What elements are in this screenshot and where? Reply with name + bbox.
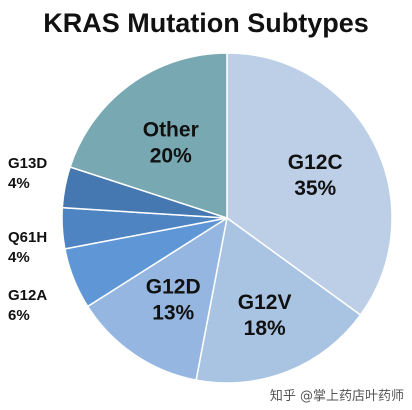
label-name-g12c: G12C [288,151,343,174]
label-value-other: 20% [150,145,192,168]
label-name-g12d: G12D [146,275,201,298]
label-value-g12d: 13% [152,301,194,324]
label-value-q61h: 4% [8,249,30,266]
watermark-text: 知乎 @掌上药店叶药师 [269,389,404,404]
label-name-other: Other [143,119,199,142]
slice-g12v [195,216,362,384]
pie-slices [61,52,393,384]
label-name-g12v: G12V [238,291,292,314]
label-name-g12a: G12A [8,287,47,304]
slice-g12c [226,52,393,317]
label-name-g13d: G13D [8,155,47,172]
label-value-g12a: 6% [8,307,30,324]
label-value-g12c: 35% [294,177,336,200]
label-value-g13d: 4% [8,175,30,192]
slice-g12d [86,216,229,381]
slice-other [69,52,228,220]
label-name-q61h: Q61H [8,229,47,246]
pie-labels: G12C 35% G12V 18% G12D 13% G12A 6% Q61H 4% G13D 4% O… [8,119,343,341]
chart-title: KRAS Mutation Subtypes [43,8,369,38]
label-value-g12v: 18% [244,317,286,340]
